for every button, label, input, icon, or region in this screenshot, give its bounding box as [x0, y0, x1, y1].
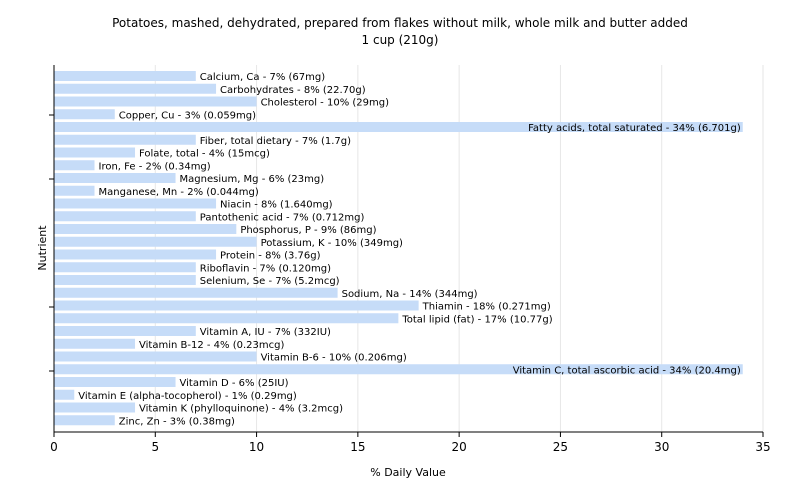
bar-label: Selenium, Se - 7% (5.2mcg): [200, 276, 340, 287]
bar: [54, 198, 217, 209]
bar: [54, 224, 237, 234]
bar-label: Vitamin K (phylloquinone) - 4% (3.2mcg): [139, 404, 343, 415]
bar-label: Manganese, Mn - 2% (0.044mg): [99, 187, 259, 198]
bar-label: Protein - 8% (3.76g): [220, 251, 321, 262]
bar-label: Vitamin D - 6% (25IU): [180, 378, 289, 389]
bar-label: Sodium, Na - 14% (344mg): [342, 289, 478, 300]
axes: 0 5 10 15 20 25 30 35: [49, 65, 771, 454]
bar: [54, 300, 419, 311]
bar: [54, 71, 196, 81]
bar-label: Potassium, K - 10% (349mg): [261, 238, 403, 249]
bar-label: Fiber, total dietary - 7% (1.7g): [200, 136, 351, 147]
bar-label: Copper, Cu - 3% (0.059mg): [119, 110, 256, 121]
bar-label: Magnesium, Mg - 6% (23mg): [180, 174, 325, 185]
bar: [54, 287, 338, 298]
bar: [54, 122, 743, 132]
bar: [54, 338, 136, 349]
x-tick-label: 5: [151, 440, 159, 454]
bar: [54, 185, 95, 196]
bar-labels: Calcium, Ca - 7% (67mg) Carbohydrates - 8…: [78, 72, 741, 427]
x-tick-label: 25: [553, 440, 568, 454]
bar: [54, 249, 217, 260]
bar: [54, 147, 136, 158]
bar: [54, 275, 196, 285]
bar: [54, 160, 95, 171]
bar-label: Cholesterol - 10% (29mg): [261, 98, 390, 109]
bar-label: Carbohydrates - 8% (22.70g): [220, 85, 366, 96]
bar-label: Vitamin B-12 - 4% (0.23mcg): [139, 340, 284, 351]
bar: [54, 173, 176, 183]
bar-label: Fatty acids, total saturated - 34% (6.70…: [528, 123, 741, 134]
bar-label: Folate, total - 4% (15mcg): [139, 149, 270, 160]
bar: [54, 96, 257, 107]
bar: [54, 377, 176, 387]
bar-label: Pantothenic acid - 7% (0.712mg): [200, 212, 365, 223]
chart-subtitle: 1 cup (210g): [362, 33, 439, 47]
bar: [54, 389, 75, 400]
bars: [54, 71, 743, 426]
x-tick-label: 0: [50, 440, 58, 454]
bar: [54, 402, 136, 413]
x-tick-label: 20: [452, 440, 467, 454]
bar-label: Riboflavin - 7% (0.120mg): [200, 263, 331, 274]
bar: [54, 109, 115, 120]
bar-label: Calcium, Ca - 7% (67mg): [200, 72, 325, 83]
x-tick-label: 30: [654, 440, 669, 454]
x-tick-label: 10: [249, 440, 264, 454]
bar-label: Total lipid (fat) - 17% (10.77g): [401, 314, 552, 325]
bar-label: Phosphorus, P - 9% (86mg): [240, 225, 376, 236]
chart-title: Potatoes, mashed, dehydrated, prepared f…: [112, 16, 688, 30]
bar: [54, 211, 196, 222]
x-axis-label: % Daily Value: [370, 466, 446, 479]
bar-label: Niacin - 8% (1.640mg): [220, 200, 333, 211]
bar: [54, 134, 196, 145]
bar-label: Iron, Fe - 2% (0.34mg): [99, 161, 211, 172]
bar: [54, 83, 217, 94]
bar-label: Vitamin B-6 - 10% (0.206mg): [261, 353, 407, 364]
bar: [54, 364, 743, 375]
x-tick-label: 15: [350, 440, 365, 454]
bar: [54, 236, 257, 247]
bar-label: Zinc, Zn - 3% (0.38mg): [119, 416, 235, 427]
bar: [54, 262, 196, 273]
bar-label: Vitamin C, total ascorbic acid - 34% (20…: [513, 365, 741, 376]
y-axis-label: Nutrient: [36, 225, 49, 271]
bar: [54, 415, 115, 426]
bar: [54, 313, 399, 324]
bar: [54, 351, 257, 362]
bar-label: Thiamin - 18% (0.271mg): [422, 302, 551, 313]
bar-label: Vitamin A, IU - 7% (332IU): [200, 327, 331, 338]
x-tick-label: 35: [755, 440, 770, 454]
bar-label: Vitamin E (alpha-tocopherol) - 1% (0.29m…: [78, 391, 297, 402]
bar: [54, 326, 196, 336]
